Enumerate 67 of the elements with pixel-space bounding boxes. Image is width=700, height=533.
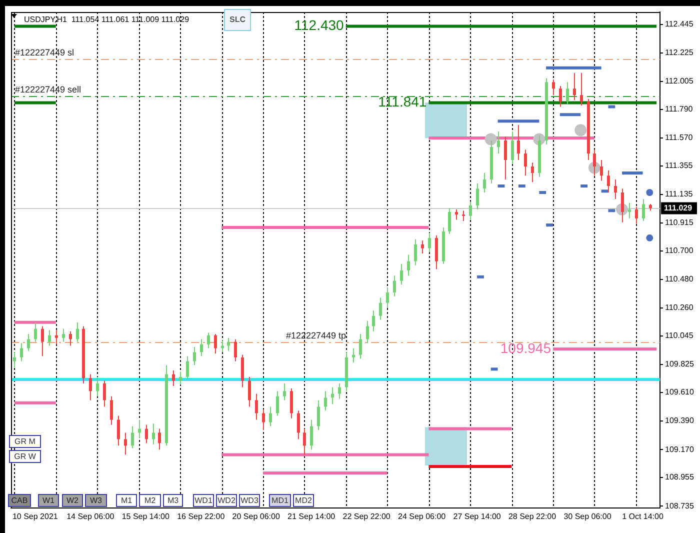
y-tick-label: 109.390 [665, 416, 694, 426]
y-tick-label: 110.045 [665, 331, 694, 340]
x-tick-label: 16 Sep 22:00 [177, 512, 226, 522]
x-tick-label: 20 Sep 06:00 [232, 512, 280, 522]
y-tick-label: 108.735 [665, 501, 694, 510]
x-tick-label: 24 Sep 06:00 [398, 512, 446, 522]
y-tick-label: 110.260 [665, 303, 694, 312]
series-label: 111.841 [378, 94, 427, 110]
ref-line-label: 111.029 [664, 203, 693, 212]
x-tick-label: 22 Sep 22:00 [342, 512, 391, 522]
y-tick-label: 110.480 [665, 274, 694, 284]
annotation: GR W [14, 452, 36, 460]
annotation: MD2 [295, 496, 312, 504]
ref-line-label: #122227449 sell [15, 84, 82, 94]
ref-line-label: #122227449 sl [15, 47, 74, 58]
button: M3 [163, 494, 183, 507]
annotation: M3 [167, 496, 179, 504]
annotation: MD1 [272, 496, 288, 504]
ref-line-label: #122227449 tp [286, 330, 346, 340]
annotation: M2 [144, 496, 156, 504]
x-tick-label: 27 Sep 14:00 [453, 512, 502, 522]
annotation: WD2 [218, 496, 236, 504]
annotation: WD1 [194, 496, 212, 504]
button: WD3 [239, 494, 260, 507]
button: W1 [38, 494, 59, 507]
y-tick-label: 112.005 [665, 76, 694, 86]
series-label: 112.430 [294, 17, 344, 34]
y-tick-label: 109.825 [665, 360, 694, 369]
x-tick-label: 28 Sep 22:00 [508, 512, 557, 522]
y-tick-label: 111.790 [665, 104, 694, 114]
x-tick-label: 10 Sep 2021 [12, 512, 58, 522]
button: MD1 [269, 494, 291, 507]
annotation: SLC [230, 15, 246, 24]
x-tick-label: 1 Oct 14:00 [622, 512, 664, 522]
button: W3 [85, 494, 107, 507]
button: GR M [9, 435, 41, 448]
button: GR W [9, 450, 41, 463]
x-tick-label: 30 Sep 06:00 [564, 512, 612, 522]
annotation: W3 [90, 496, 102, 504]
button: CAB [8, 494, 31, 507]
x-tick-label: 14 Sep 06:00 [66, 512, 115, 522]
y-tick-label: 110.700 [665, 246, 694, 256]
annotation: CAB [11, 496, 28, 504]
annotation: WD3 [240, 496, 258, 504]
button: M1 [116, 494, 137, 507]
x-tick-label: 21 Sep 14:00 [288, 512, 336, 522]
x-tick-label: 15 Sep 14:00 [122, 512, 170, 522]
button: WD1 [193, 494, 214, 507]
annotation: GR M [14, 436, 36, 446]
y-tick-label: 111.355 [665, 161, 694, 170]
annotation: W1 [42, 496, 54, 504]
y-tick-label: 108.955 [665, 472, 694, 482]
y-tick-label: 112.225 [665, 48, 694, 58]
y-tick-label: 110.915 [665, 218, 694, 228]
button: MD2 [293, 494, 314, 507]
annotation: W2 [66, 496, 78, 504]
button: WD2 [216, 494, 237, 507]
y-tick-label: 111.570 [665, 133, 694, 142]
y-tick-label: 111.135 [665, 190, 694, 199]
series-label: 109.945 [500, 340, 552, 356]
button: SLC [224, 9, 251, 31]
annotation: M1 [120, 496, 132, 504]
button: W2 [62, 494, 83, 507]
button: M2 [139, 494, 161, 507]
y-tick-label: 109.170 [665, 444, 694, 454]
y-tick-label: 109.610 [665, 388, 694, 397]
y-tick-label: 112.445 [665, 20, 694, 29]
